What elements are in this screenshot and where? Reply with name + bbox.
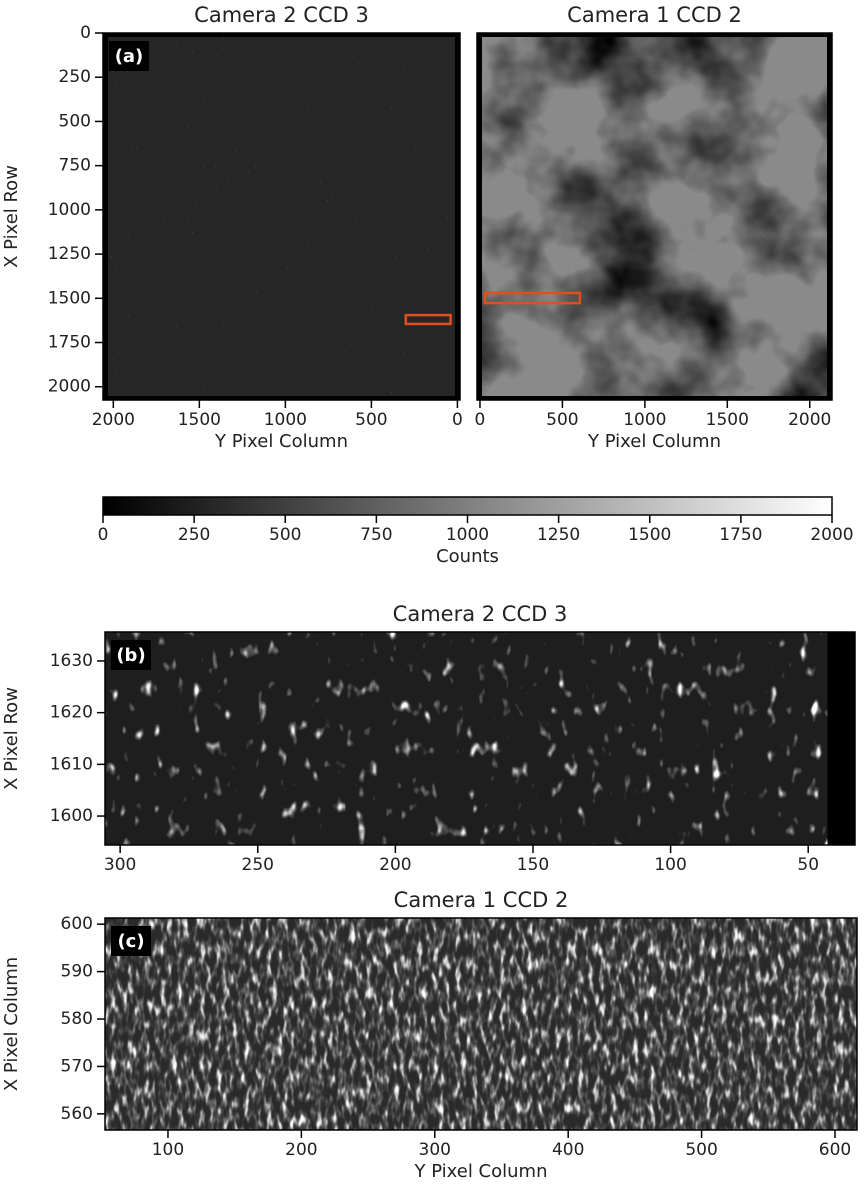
y-tick-label: 250 <box>59 67 91 87</box>
x-axis-label: Counts <box>436 546 499 567</box>
x-tick-label: 0 <box>452 410 463 430</box>
y-tick-label: 560 <box>61 1104 93 1124</box>
y-tick-label: 2000 <box>48 377 91 397</box>
x-tick-label: 100 <box>152 1140 184 1160</box>
x-axis-label: Y Pixel Column <box>587 431 721 452</box>
stars <box>482 37 827 396</box>
y-axis-label: X Pixel Row <box>1 165 22 268</box>
y-tick-label: 750 <box>59 156 91 176</box>
x-tick-label: 1500 <box>178 410 221 430</box>
x-tick-label: 200 <box>285 1140 317 1160</box>
highlight-box <box>483 291 582 305</box>
stars <box>108 37 455 396</box>
x-tick-label: 1500 <box>706 410 749 430</box>
y-tick-label: 600 <box>61 914 93 934</box>
y-tick-label: 1500 <box>48 288 91 308</box>
x-tick-label: 600 <box>819 1140 851 1160</box>
image <box>105 918 857 1130</box>
sources <box>105 632 828 845</box>
y-tick-label: 1250 <box>48 244 91 264</box>
panel-label: (c) <box>117 931 144 952</box>
x-tick-label: 500 <box>546 410 578 430</box>
x-tick-label: 50 <box>797 855 819 875</box>
x-tick-label: 1000 <box>623 410 666 430</box>
panel-label: (a) <box>115 46 144 67</box>
y-tick-label: 1630 <box>50 651 93 671</box>
x-tick-label: 0 <box>475 410 486 430</box>
x-tick-label: 1750 <box>719 525 762 545</box>
y-tick-label: 1750 <box>48 333 91 353</box>
y-tick-label: 590 <box>61 962 93 982</box>
x-tick-label: 250 <box>242 855 274 875</box>
sources <box>105 918 857 1130</box>
y-tick-label: 1000 <box>48 200 91 220</box>
y-tick-label: 570 <box>61 1056 93 1076</box>
x-tick-label: 200 <box>379 855 411 875</box>
x-tick-label: 400 <box>552 1140 584 1160</box>
x-tick-label: 2000 <box>810 525 853 545</box>
image <box>105 632 828 845</box>
x-tick-label: 150 <box>517 855 549 875</box>
image <box>482 37 827 396</box>
axes-frame <box>104 631 856 846</box>
x-tick-label: 0 <box>98 525 109 545</box>
colorbar <box>102 496 833 516</box>
x-tick-label: 500 <box>269 525 301 545</box>
x-axis-label: Y Pixel Column <box>413 1161 547 1182</box>
axes-frame <box>102 32 461 401</box>
panel-label-box <box>111 926 151 956</box>
panel-label-box <box>111 640 151 670</box>
x-axis-label: Y Pixel Column <box>214 431 348 452</box>
x-tick-label: 1500 <box>628 525 671 545</box>
y-axis-label: X Pixel Column <box>1 957 22 1091</box>
y-axis-label: X Pixel Row <box>1 687 22 790</box>
image <box>108 37 455 396</box>
y-tick-label: 1600 <box>50 806 93 826</box>
x-tick-label: 100 <box>654 855 686 875</box>
panel-label-box <box>109 41 149 71</box>
panel-title: Camera 1 CCD 2 <box>394 888 569 912</box>
y-tick-label: 500 <box>59 111 91 131</box>
x-tick-label: 500 <box>355 410 387 430</box>
y-tick-label: 1620 <box>50 703 93 723</box>
highlight-box <box>404 313 452 326</box>
axes-frame <box>476 32 833 401</box>
x-tick-label: 500 <box>685 1140 717 1160</box>
panel-title: Camera 2 CCD 3 <box>194 3 369 27</box>
x-tick-label: 300 <box>419 1140 451 1160</box>
y-tick-label: 1610 <box>50 754 93 774</box>
x-tick-label: 300 <box>104 855 136 875</box>
x-tick-label: 2000 <box>788 410 831 430</box>
x-tick-label: 750 <box>360 525 392 545</box>
x-tick-label: 250 <box>178 525 210 545</box>
x-tick-label: 1000 <box>264 410 307 430</box>
panel-label: (b) <box>116 645 145 666</box>
y-tick-label: 580 <box>61 1009 93 1029</box>
x-tick-label: 1000 <box>446 525 489 545</box>
panel-title: Camera 1 CCD 2 <box>567 3 742 27</box>
axes-frame <box>104 917 858 1131</box>
panel-title: Camera 2 CCD 3 <box>393 602 568 626</box>
x-tick-label: 2000 <box>92 410 135 430</box>
x-tick-label: 1250 <box>537 525 580 545</box>
y-tick-label: 0 <box>80 23 91 43</box>
